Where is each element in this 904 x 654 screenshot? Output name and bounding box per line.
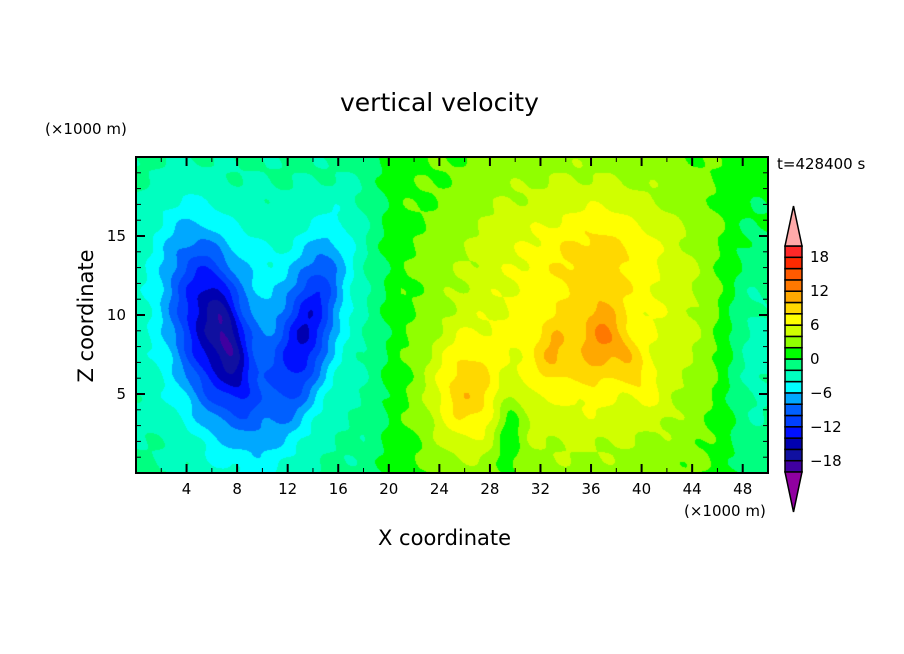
colorbar-box <box>784 301 803 315</box>
x-tick-label: 8 <box>232 480 242 498</box>
colorbar-box <box>784 403 803 417</box>
x-tick-label: 28 <box>480 480 500 498</box>
x-tick-label: 4 <box>181 480 192 498</box>
x-tick-label: 16 <box>328 480 348 498</box>
colorbar-box <box>784 245 803 259</box>
colorbar-box <box>784 437 803 451</box>
colorbar-box <box>784 369 803 383</box>
colorbar-tick-label: 12 <box>810 282 830 301</box>
x-tick-label: 24 <box>429 480 449 498</box>
x-tick-label: 48 <box>733 480 753 498</box>
colorbar-box <box>784 335 803 349</box>
colorbar-box <box>784 426 803 439</box>
colorbar-box <box>784 267 803 281</box>
colorbar-box <box>784 313 803 326</box>
x-tick-label: 12 <box>278 480 298 498</box>
colorbar-box <box>784 290 803 304</box>
y-tick-label: 15 <box>106 227 126 245</box>
colorbar-tick-label: −18 <box>810 451 842 470</box>
colorbar-box <box>784 380 803 394</box>
x-axis-label: X coordinate <box>378 526 512 550</box>
colorbar-box <box>784 324 803 338</box>
y-unit-label: (×1000 m) <box>45 120 127 138</box>
colorbar-over-triangle <box>784 205 803 247</box>
x-tick-label: 44 <box>682 480 702 498</box>
y-tick-label: 5 <box>116 385 126 403</box>
x-unit-label: (×1000 m) <box>684 502 766 520</box>
x-tick-label: 40 <box>632 480 652 498</box>
contour-field <box>136 157 768 473</box>
colorbar-box <box>784 256 803 270</box>
x-tick-label: 32 <box>530 480 551 498</box>
colorbar-box <box>784 279 803 292</box>
colorbar-box <box>784 392 803 405</box>
colorbar-box <box>784 448 803 462</box>
y-tick-label: 10 <box>106 306 126 324</box>
time-label: t=428400 s <box>777 155 866 173</box>
colorbar-box <box>784 358 803 372</box>
colorbar-tick-label: 0 <box>810 350 820 368</box>
colorbar-box <box>784 459 803 473</box>
x-tick-label: 36 <box>581 480 601 498</box>
colorbar-tick-label: −12 <box>810 417 842 436</box>
chart-title: vertical velocity <box>340 88 539 117</box>
colorbar-tick-label: −6 <box>810 383 833 402</box>
colorbar-box <box>784 346 803 360</box>
colorbar-tick-label: 18 <box>810 248 830 267</box>
plot-frame <box>135 156 769 474</box>
colorbar-tick-label: 6 <box>810 316 820 335</box>
colorbar-box <box>784 414 803 428</box>
x-tick-label: 20 <box>379 480 399 498</box>
colorbar-under-triangle <box>784 471 803 513</box>
